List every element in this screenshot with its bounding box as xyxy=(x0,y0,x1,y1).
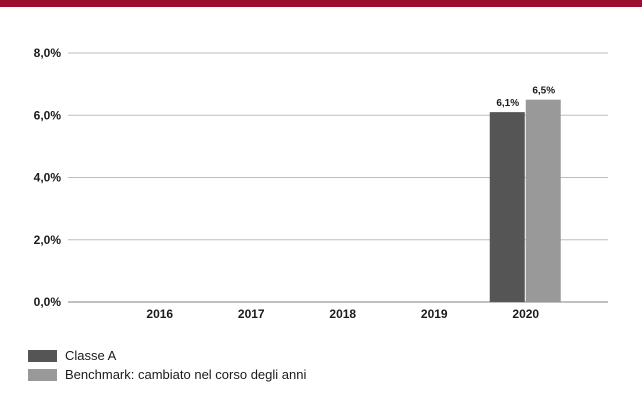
y-tick-label-0: 0,0% xyxy=(34,295,62,309)
data-label-2020-series-1: 6,5% xyxy=(532,86,555,97)
chart-bars xyxy=(489,99,561,302)
y-tick-label-3: 6,0% xyxy=(34,108,62,122)
x-tick-label-2017: 2017 xyxy=(238,307,265,321)
y-axis-tick-labels: 0,0% 2,0% 4,0% 6,0% 8,0% xyxy=(34,46,62,309)
bar-2020-series-1 xyxy=(525,99,561,302)
x-tick-label-2020: 2020 xyxy=(512,307,539,321)
legend-swatch-benchmark xyxy=(28,368,57,381)
x-tick-label-2018: 2018 xyxy=(329,307,356,321)
x-tick-label-2019: 2019 xyxy=(421,307,448,321)
legend: Classe A Benchmark: cambiato nel corso d… xyxy=(28,346,306,384)
legend-label-benchmark: Benchmark: cambiato nel corso degli anni xyxy=(65,367,307,382)
data-label-2020-series-0: 6,1% xyxy=(496,98,519,109)
legend-label-classe-a: Classe A xyxy=(65,348,117,363)
bar-2020-series-0 xyxy=(489,112,525,302)
y-tick-label-1: 2,0% xyxy=(34,233,62,247)
y-tick-label-4: 8,0% xyxy=(34,46,62,60)
legend-item-classe-a: Classe A xyxy=(28,346,306,365)
x-tick-label-2016: 2016 xyxy=(146,307,173,321)
x-axis-tick-labels: 2016 2017 2018 2019 2020 xyxy=(146,307,539,321)
y-tick-label-2: 4,0% xyxy=(34,171,62,185)
legend-item-benchmark: Benchmark: cambiato nel corso degli anni xyxy=(28,365,306,384)
legend-swatch-classe-a xyxy=(28,349,57,362)
top-accent-bar xyxy=(0,0,642,7)
data-labels: 6,1% 6,5% xyxy=(496,86,555,109)
